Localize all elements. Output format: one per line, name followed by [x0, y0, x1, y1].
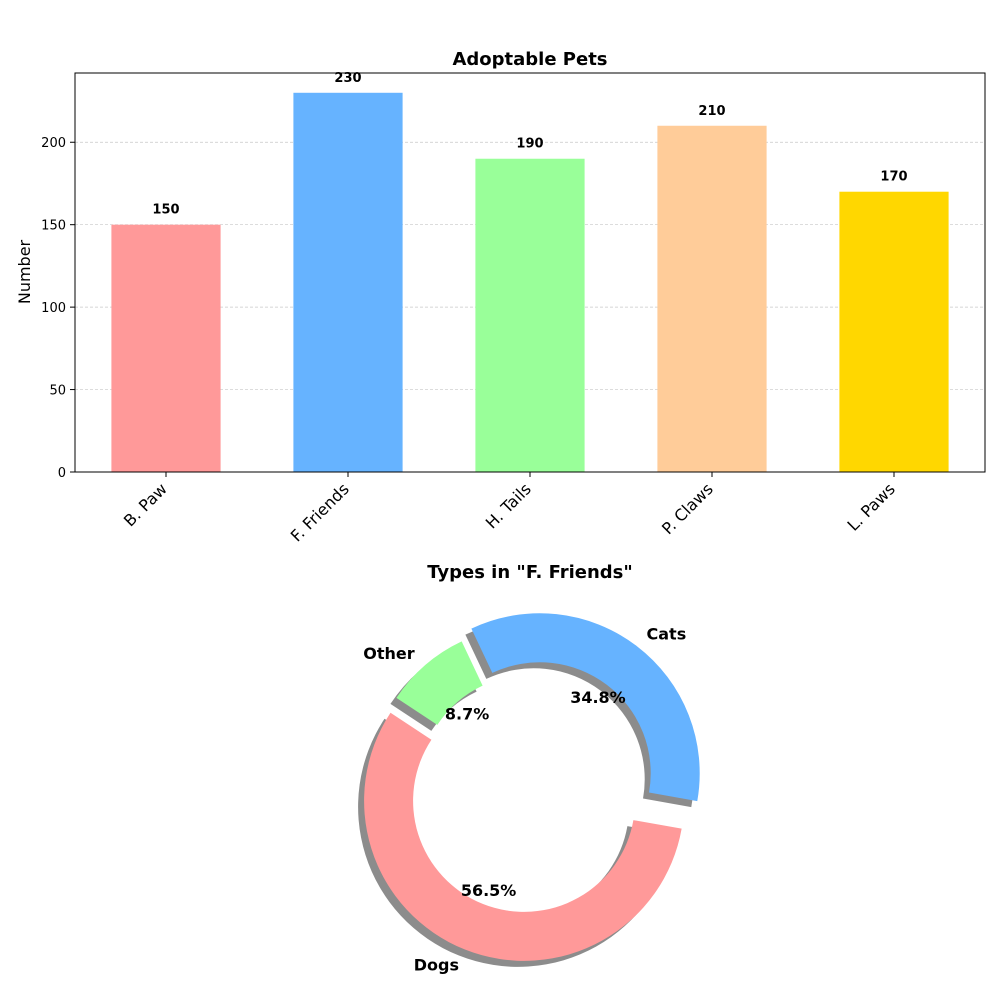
y-tick-label: 0 [58, 466, 66, 481]
donut-labels: Cats 34.8% Other 8.7% Dogs 56.5% [363, 624, 686, 974]
bar-value-label: 230 [334, 71, 361, 86]
donut-percent-label: 8.7% [445, 704, 489, 723]
bar-value-label: 150 [152, 203, 179, 218]
donut-category-label: Cats [647, 624, 687, 643]
x-tick-label: F. Friends [287, 479, 353, 545]
donut-wedge [471, 613, 700, 802]
y-tick-label: 50 [49, 384, 66, 399]
bar [475, 158, 585, 472]
donut-percent-label: 34.8% [570, 688, 626, 707]
bar-value-labels: 150 230 190 210 170 [152, 71, 907, 218]
donut-wedge [364, 712, 682, 961]
donut-category-label: Other [363, 644, 414, 663]
y-tick-label: 100 [41, 301, 66, 316]
donut-category-label: Dogs [414, 955, 459, 974]
bar-value-label: 190 [516, 137, 543, 152]
x-tick-label: L. Paws [843, 479, 898, 534]
y-tick-label: 200 [41, 136, 66, 151]
bar [111, 224, 221, 472]
donut-chart-title: Types in "F. Friends" [427, 562, 633, 583]
x-tick-label: P. Claws [658, 479, 717, 538]
donut-percent-label: 56.5% [461, 881, 517, 900]
x-axis-ticks: B. Paw F. Friends H. Tails P. Claws L. Paws [120, 472, 899, 545]
donut-chart: Types in "F. Friends" Cats 34.8% Other 8.7%… [358, 562, 700, 974]
bar-series [111, 92, 949, 473]
y-tick-label: 150 [41, 219, 66, 234]
donut-wedges [364, 613, 700, 961]
bar [839, 191, 949, 472]
donut-wedge [396, 641, 483, 725]
x-tick-label: B. Paw [120, 479, 171, 530]
bar [293, 92, 403, 472]
bar-chart-title: Adoptable Pets [452, 49, 607, 70]
x-tick-label: H. Tails [482, 479, 535, 532]
bar [657, 125, 767, 473]
bar-chart: Adoptable Pets 0 50 100 150 200 B. Paw F. Fri… [15, 49, 986, 545]
y-axis-ticks: 0 50 100 150 200 [41, 136, 75, 481]
bar-value-label: 210 [698, 104, 725, 119]
bar-value-label: 170 [880, 170, 907, 185]
y-axis-label: Number [15, 239, 34, 304]
